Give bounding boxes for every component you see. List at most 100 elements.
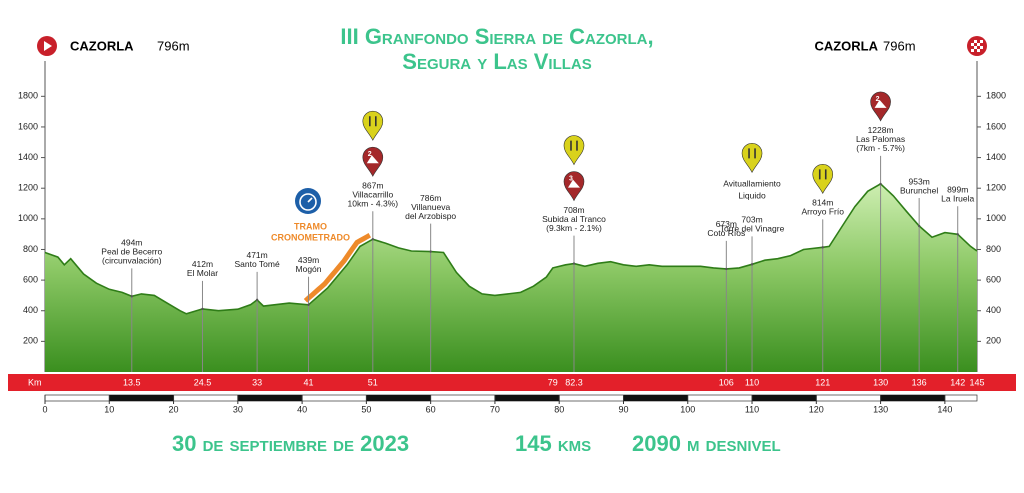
- distance-segment: [494, 395, 560, 401]
- km-mark: 82.3: [565, 377, 583, 387]
- place-point: [821, 246, 824, 249]
- pin: [741, 143, 763, 174]
- x-tick-label: 0: [42, 404, 47, 414]
- place-elev: 814m: [812, 198, 833, 208]
- profile-area: [45, 183, 977, 372]
- x-tick-label: 70: [490, 404, 500, 414]
- x-tick-label: 130: [873, 404, 888, 414]
- place-point: [201, 307, 204, 311]
- stopwatch-icon: [295, 188, 321, 214]
- place-point: [725, 267, 728, 271]
- distance-segment: [109, 395, 174, 401]
- km-mark: 145: [969, 377, 984, 387]
- feed-cutlery: [369, 116, 377, 127]
- km-mark: 142: [950, 377, 965, 387]
- y-tick-label: 1400: [986, 152, 1006, 162]
- y-tick-label: 1000: [986, 213, 1006, 223]
- place-name: Peal de Becerro: [101, 247, 162, 257]
- km-mark: 79: [548, 377, 558, 387]
- place-name: del Arzobispo: [405, 211, 456, 221]
- place-name: Coto Ríos: [707, 228, 745, 238]
- x-tick-label: 80: [554, 404, 564, 414]
- title-line: Segura y Las Villas: [402, 49, 591, 74]
- title-line: III Granfondo Sierra de Cazorla,: [340, 24, 653, 49]
- place-note: Liquido: [738, 191, 766, 201]
- time-trial: [303, 233, 372, 303]
- km-mark: 136: [912, 377, 927, 387]
- place-elev: 673m: [716, 219, 737, 229]
- place-elev: 953m: [909, 176, 930, 186]
- km-mark: 121: [815, 377, 830, 387]
- feed-cutlery: [570, 140, 578, 151]
- y-tick-label: 1000: [18, 213, 38, 223]
- x-tick-label: 50: [361, 404, 371, 414]
- climb-category: 2: [368, 151, 372, 158]
- place-name: Torre del Vinagre: [720, 224, 785, 234]
- x-tick-label: 100: [680, 404, 695, 414]
- distance-segment: [880, 395, 945, 401]
- place-elev: 899m: [947, 185, 968, 195]
- place-name: Subida al Tranco: [542, 214, 606, 224]
- pin: [362, 110, 384, 141]
- km-mark: 33: [252, 377, 262, 387]
- x-tick-label: 40: [297, 404, 307, 414]
- distance-segment: [752, 395, 817, 401]
- feed-icon: [563, 135, 585, 166]
- y-tick-label: 1200: [18, 183, 38, 193]
- place-name: La Iruela: [941, 194, 974, 204]
- footer-distance: 145 kms: [515, 431, 591, 456]
- x-tick-label: 110: [745, 404, 759, 414]
- km-mark: 51: [368, 377, 378, 387]
- place-point: [371, 238, 375, 241]
- climb-category: 2: [876, 96, 880, 103]
- time-trial-label: TRAMO: [294, 221, 327, 231]
- profile-line: [44, 182, 978, 315]
- y-tick-label: 200: [986, 336, 1001, 346]
- climb-category: 3: [569, 175, 573, 182]
- distance-segment: [623, 395, 688, 401]
- place-point: [879, 182, 882, 186]
- place-point: [917, 224, 921, 228]
- place-name: (9.3km - 2.1%): [546, 223, 602, 233]
- climb-mountain: [366, 155, 379, 164]
- place-name: Mogón: [296, 264, 322, 274]
- x-tick-label: 140: [937, 404, 952, 414]
- place-name: Santo Tomé: [235, 259, 280, 269]
- km-mark: 24.5: [194, 377, 212, 387]
- y-tick-label: 600: [23, 274, 38, 284]
- x-tick-label: 20: [169, 404, 179, 414]
- feed-icon: [362, 110, 384, 141]
- place-point: [750, 263, 754, 266]
- y-tick-label: 1600: [18, 121, 38, 131]
- place-elev: 703m: [741, 215, 762, 225]
- place-point: [255, 298, 259, 302]
- pin: [563, 135, 585, 166]
- place-name: (7km - 5.7%): [856, 143, 905, 153]
- place-point: [429, 250, 432, 253]
- feed-cutlery: [818, 169, 827, 180]
- place-elev: 1228m: [868, 125, 894, 135]
- place-elev: 412m: [192, 259, 213, 269]
- finish-elev: 796m: [883, 38, 916, 53]
- place-point: [307, 303, 310, 306]
- place-name: Arroyo Frío: [801, 207, 844, 217]
- km-label: Km: [28, 377, 42, 387]
- feed-cutlery: [748, 148, 756, 159]
- footer-climb: 2090 m desnivel: [632, 431, 781, 456]
- km-mark: 13.5: [123, 377, 141, 387]
- pin: [812, 164, 834, 194]
- y-tick-label: 800: [986, 244, 1001, 254]
- place-name: 10km - 4.3%): [348, 198, 399, 208]
- place-point: [130, 295, 133, 298]
- place-name: Burunchel: [900, 185, 938, 195]
- y-tick-label: 400: [23, 305, 38, 315]
- y-tick-label: 400: [986, 305, 1001, 315]
- place-name: Villanueva: [411, 202, 450, 212]
- y-tick-label: 1800: [986, 91, 1006, 101]
- x-tick-label: 60: [426, 404, 436, 414]
- place-elev: 867m: [362, 180, 383, 190]
- place-elev: 708m: [563, 205, 584, 215]
- km-mark: 41: [304, 377, 314, 387]
- km-mark: 106: [719, 377, 734, 387]
